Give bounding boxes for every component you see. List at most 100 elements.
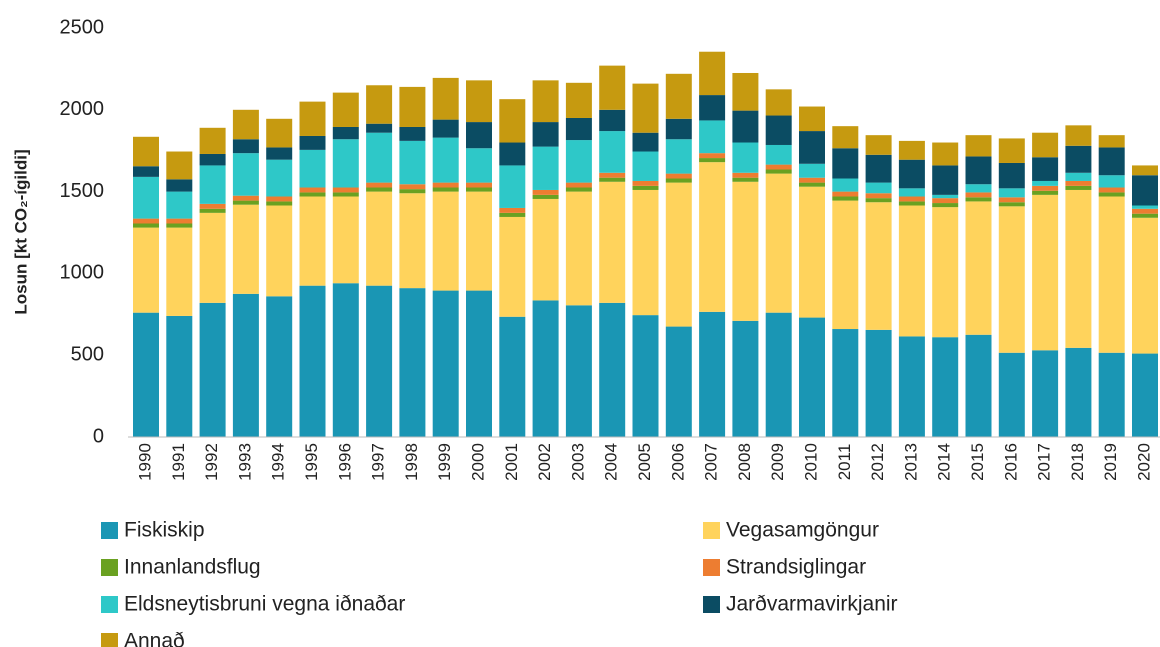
x-tick-label: 2015 xyxy=(968,443,987,481)
x-tick-label: 2011 xyxy=(835,444,854,481)
bar-segment xyxy=(665,173,692,179)
bar-segment xyxy=(998,138,1025,163)
x-tick-label: 2002 xyxy=(535,443,554,481)
bar-segment xyxy=(1032,350,1059,437)
bar-segment xyxy=(1132,353,1158,437)
bar-segment xyxy=(699,51,726,96)
bar-segment xyxy=(332,187,359,193)
bar-segment xyxy=(532,189,559,195)
legend-label: Fiskiskip xyxy=(124,519,205,542)
legend-swatch xyxy=(703,522,720,539)
bar-segment xyxy=(898,188,925,197)
x-tick-label: 1998 xyxy=(402,443,421,481)
bar-segment xyxy=(133,176,159,219)
bar-segment xyxy=(232,195,259,201)
bar-segment xyxy=(998,197,1025,203)
bar-segment xyxy=(832,196,859,201)
bar-segment xyxy=(1065,185,1092,190)
bar-segment xyxy=(366,191,393,286)
bar-segment xyxy=(965,156,992,185)
legend-swatch xyxy=(703,596,720,613)
bar-segment xyxy=(432,191,459,291)
bar-segment xyxy=(432,290,459,437)
y-tick-label: 1000 xyxy=(60,262,105,284)
bar-segment xyxy=(1065,189,1092,348)
legend-label: Strandsiglingar xyxy=(726,556,866,579)
bar-segment xyxy=(965,197,992,202)
bar-segment xyxy=(499,99,526,143)
bar-segment xyxy=(166,227,193,316)
bar-segment xyxy=(699,120,726,154)
bar-segment xyxy=(565,191,592,306)
bar-segment xyxy=(133,223,159,228)
bar-segment xyxy=(432,119,459,138)
bar-segment xyxy=(765,144,792,165)
bar-segment xyxy=(799,182,825,187)
bar-segment xyxy=(665,73,692,119)
y-tick-label: 1500 xyxy=(60,180,105,202)
bar-segment xyxy=(532,194,559,199)
legend-swatch xyxy=(101,633,118,647)
bar-segment xyxy=(732,142,759,173)
bar-segment xyxy=(232,293,259,437)
bar-segment xyxy=(299,187,326,193)
bar-segment xyxy=(998,162,1025,189)
bar-segment xyxy=(765,173,792,313)
bar-segment xyxy=(366,187,393,192)
legend-swatch xyxy=(101,559,118,576)
legend-label: Vegasamgöngur xyxy=(726,519,879,542)
legend-label: Innanlandsflug xyxy=(124,556,261,579)
bar-segment xyxy=(765,312,792,437)
bar-segment xyxy=(532,300,559,437)
bar-segment xyxy=(998,352,1025,437)
y-tick-label: 500 xyxy=(71,343,104,365)
bar-segment xyxy=(299,285,326,437)
bar-segment xyxy=(665,182,692,327)
bar-segment xyxy=(965,201,992,335)
bar-segment xyxy=(765,169,792,174)
x-tick-label: 2017 xyxy=(1035,443,1054,481)
bar-segment xyxy=(932,337,959,437)
bar-segment xyxy=(732,172,759,178)
bar-segment xyxy=(565,187,592,192)
x-tick-label: 1990 xyxy=(135,443,154,481)
bar-segment xyxy=(532,122,559,147)
y-axis-label: Losun [kt CO₂-ígildi] xyxy=(11,149,30,314)
bar-segment xyxy=(1132,217,1158,354)
bar-segment xyxy=(399,86,426,127)
bar-segment xyxy=(732,177,759,182)
bar-segment xyxy=(299,135,326,150)
bar-segment xyxy=(998,202,1025,207)
bar-segment xyxy=(499,142,526,166)
bar-segment xyxy=(1065,145,1092,173)
bar-segment xyxy=(399,288,426,437)
bar-segment xyxy=(199,127,226,154)
bar-segment xyxy=(332,192,359,197)
bar-segment xyxy=(1098,175,1125,188)
legend-swatch xyxy=(101,596,118,613)
bar-segment xyxy=(1098,147,1125,176)
bar-segment xyxy=(732,320,759,437)
x-tick-label: 1994 xyxy=(269,443,288,481)
bar-segment xyxy=(799,163,825,178)
x-tick-label: 2020 xyxy=(1134,443,1153,481)
bar-segment xyxy=(599,65,626,110)
x-tick-label: 2018 xyxy=(1068,443,1087,481)
bar-segment xyxy=(632,315,659,437)
bar-segment xyxy=(632,83,659,133)
bar-segment xyxy=(998,188,1025,198)
y-tick-label: 2500 xyxy=(60,16,105,38)
bar-segment xyxy=(765,115,792,145)
bar-segment xyxy=(898,336,925,437)
bar-segment xyxy=(932,207,959,338)
bar-segment xyxy=(932,203,959,208)
x-tick-label: 2007 xyxy=(702,443,721,481)
bar-segment xyxy=(332,196,359,284)
x-tick-label: 1991 xyxy=(169,443,188,481)
bar-segment xyxy=(665,118,692,140)
bar-segment xyxy=(765,89,792,116)
bar-segment xyxy=(799,317,825,437)
bar-segment xyxy=(299,196,326,286)
bar-segment xyxy=(965,184,992,193)
bar-segment xyxy=(1098,192,1125,197)
